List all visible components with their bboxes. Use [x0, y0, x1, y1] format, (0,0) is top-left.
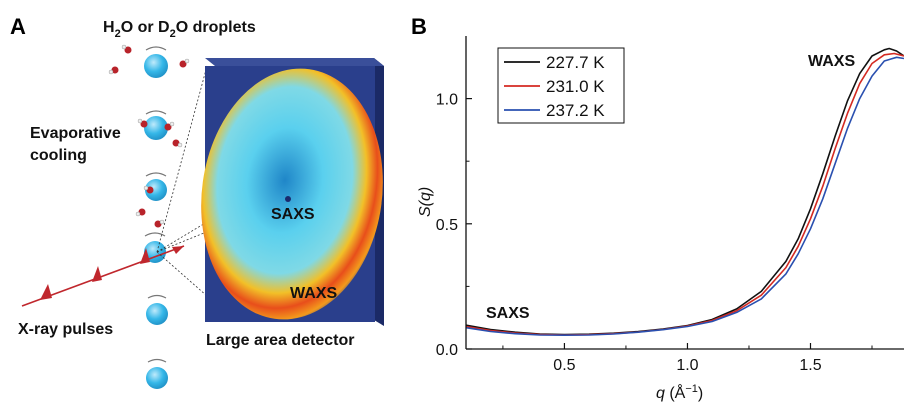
detector-label: Large area detector	[206, 332, 355, 349]
molecule-icon	[137, 118, 148, 128]
detector-waxs-label: WAXS	[290, 285, 337, 302]
droplet-icon	[146, 294, 168, 325]
x-tick-label: 1.0	[676, 357, 698, 374]
chart-saxs-label: SAXS	[486, 305, 530, 322]
sq-chart: 0.5 1.0 1.5 0.0 0.5 1.0	[436, 36, 904, 374]
panel-b-letter: B	[411, 14, 427, 39]
y-tick-label: 1.0	[436, 92, 458, 109]
xray-pulse-icon	[140, 248, 150, 264]
molecule-icon	[172, 139, 183, 148]
xray-pulse-icon	[40, 284, 52, 300]
legend-label: 227.7 K	[546, 53, 605, 72]
droplet-column	[144, 46, 168, 389]
molecule-icon	[154, 219, 165, 228]
chart-waxs-label: WAXS	[808, 53, 855, 70]
x-axis-label: q (Å−1)	[656, 383, 703, 402]
droplet-icon	[146, 358, 168, 389]
detector-icon	[201, 58, 384, 326]
droplets-title: H2O or D2O droplets	[103, 19, 256, 40]
x-tick-label: 0.5	[553, 357, 575, 374]
y-tick-label: 0.0	[436, 342, 458, 359]
panel-a: A H2O or D2O droplets Evaporative coolin…	[10, 14, 384, 389]
detector-saxs-label: SAXS	[271, 206, 315, 223]
panel-a-letter: A	[10, 14, 26, 39]
molecule-icon	[164, 121, 175, 131]
evaporative-label-line2: cooling	[30, 147, 87, 164]
molecules	[108, 44, 190, 228]
xray-pulses-label: X-ray pulses	[18, 321, 113, 338]
legend-label: 231.0 K	[546, 77, 605, 96]
legend: 227.7 K 231.0 K 237.2 K	[497, 47, 625, 124]
xray-beam	[21, 245, 185, 307]
evaporative-label-line1: Evaporative	[30, 125, 121, 142]
axis-ticks	[466, 97, 873, 350]
droplet-icon	[145, 172, 167, 201]
tick-labels: 0.5 1.0 1.5 0.0 0.5 1.0	[436, 92, 822, 374]
xray-pulse-icon	[92, 266, 102, 282]
droplet-icon	[144, 46, 168, 78]
y-axis-label: S(q)	[417, 187, 434, 217]
plot-lines	[465, 47, 904, 336]
y-tick-label: 0.5	[436, 217, 458, 234]
molecule-icon	[135, 208, 146, 217]
series-line-2	[465, 56, 904, 336]
molecule-icon	[179, 58, 190, 68]
beam-arrowhead	[172, 246, 184, 254]
molecule-icon	[143, 185, 154, 194]
panel-b: B 0.5 1.0 1.5 0.0 0.5 1.0 S(q) q (Å−1) SAXS W…	[411, 14, 904, 402]
droplet-icon	[144, 232, 166, 263]
legend-label: 237.2 K	[546, 101, 605, 120]
droplet-icon	[144, 110, 168, 140]
molecule-icon	[108, 66, 119, 75]
x-tick-label: 1.5	[799, 357, 821, 374]
molecule-icon	[121, 44, 132, 54]
